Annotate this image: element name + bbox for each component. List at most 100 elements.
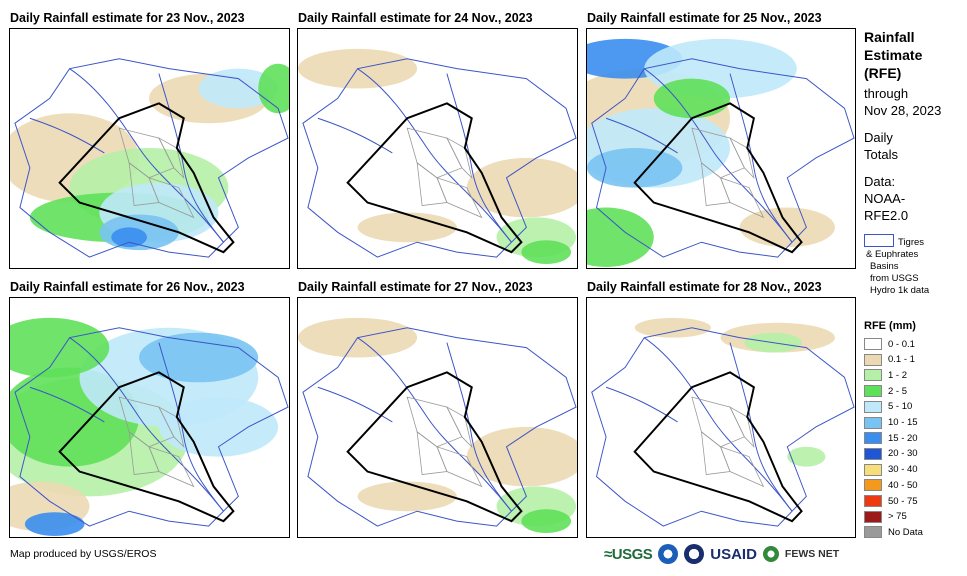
basin-boundary — [14, 58, 289, 258]
daily-label: Daily — [864, 130, 893, 145]
legend-label: 40 - 50 — [888, 479, 918, 491]
rainfall-area — [521, 240, 572, 265]
legend-swatch — [864, 369, 882, 382]
legend-label: 15 - 20 — [888, 432, 918, 444]
map-canvas — [298, 317, 577, 534]
panel-title-3: Daily Rainfall estimate for 25 Nov., 202… — [587, 11, 822, 25]
province-boundary — [729, 137, 755, 180]
legend-label: 5 - 10 — [888, 401, 913, 413]
basin-line-5: Hydro 1k data — [870, 285, 930, 296]
rainfall-area — [111, 227, 148, 248]
panel-title-2: Daily Rainfall estimate for 24 Nov., 202… — [298, 11, 533, 25]
legend-label: 20 - 30 — [888, 448, 918, 460]
totals-label: Totals — [864, 147, 898, 162]
river — [69, 337, 224, 512]
map-credit: Map produced by USGS/EROS — [10, 548, 157, 560]
country-boundary — [633, 371, 803, 523]
legend-label: > 75 — [888, 511, 907, 523]
map-canvas — [10, 317, 289, 537]
province-boundary — [719, 177, 765, 219]
fews-net-logo: FEWS NET — [784, 548, 840, 560]
legend-item: No Data — [864, 525, 923, 539]
rainfall-area — [258, 63, 289, 114]
rainfall-area — [587, 207, 654, 267]
rainfall-map-5 — [297, 297, 578, 538]
rainfall-map-1 — [9, 28, 290, 269]
river — [317, 386, 393, 423]
river — [29, 117, 105, 154]
rainfall-area — [653, 78, 731, 119]
through-label: through — [864, 86, 909, 101]
rainfall-area — [357, 481, 457, 512]
panel-title-5: Daily Rainfall estimate for 27 Nov., 202… — [298, 280, 533, 294]
legend-item: 2 - 5 — [864, 384, 907, 398]
logo-strip: ≈USGS USAID FEWS NET — [604, 543, 839, 565]
province-boundary — [719, 446, 765, 488]
legend-swatch — [864, 510, 882, 523]
province-boundary — [148, 177, 195, 219]
river — [69, 68, 224, 243]
river — [357, 68, 512, 243]
rainfall-map-2 — [297, 28, 578, 269]
province-boundary — [691, 396, 745, 448]
river — [357, 337, 512, 512]
province-boundary — [148, 446, 195, 488]
rainfall-area — [587, 148, 683, 188]
legend-item: 0.1 - 1 — [864, 353, 915, 367]
rainfall-area — [521, 509, 572, 534]
river — [729, 342, 793, 512]
rainfall-map-3 — [586, 28, 856, 269]
panel-title-4: Daily Rainfall estimate for 26 Nov., 202… — [10, 280, 245, 294]
country-boundary — [58, 371, 235, 523]
river — [29, 386, 105, 423]
basin-boundary — [302, 58, 577, 258]
province-boundary — [158, 137, 185, 180]
rainfall-area — [24, 512, 85, 537]
province-boundary — [446, 137, 473, 180]
legend-item: 10 - 15 — [864, 416, 918, 430]
legend-swatch — [864, 353, 882, 366]
province-boundary — [118, 127, 175, 179]
rainfall-area — [466, 426, 577, 487]
map-canvas — [591, 317, 855, 527]
legend-item: 15 - 20 — [864, 431, 918, 445]
usaid-logo: USAID — [710, 545, 757, 563]
province-boundary — [118, 396, 175, 448]
basin-boundary — [591, 327, 855, 527]
river — [446, 73, 512, 243]
basin-line-4: from USGS — [870, 273, 919, 284]
legend-swatch — [864, 338, 882, 350]
map-canvas — [587, 38, 855, 267]
legend-label: 50 - 75 — [888, 495, 918, 507]
rainfall-area — [139, 332, 259, 383]
legend-swatch — [864, 479, 882, 492]
title-line-1: Rainfall — [864, 29, 915, 45]
usgs-logo: ≈USGS — [604, 545, 653, 563]
legend-item: 0 - 0.1 — [864, 337, 915, 351]
river — [729, 73, 793, 243]
rainfall-area — [198, 68, 279, 109]
rainfall-map-4 — [9, 297, 290, 538]
rainfall-area — [787, 446, 826, 467]
province-boundary — [436, 177, 483, 219]
legend-item: > 75 — [864, 510, 907, 524]
river — [317, 117, 393, 154]
legend-label: 1 - 2 — [888, 369, 908, 381]
data-source-1: NOAA- — [864, 191, 906, 206]
legend-label: 30 - 40 — [888, 464, 918, 476]
legend-item: 30 - 40 — [864, 463, 918, 477]
legend-swatch — [864, 432, 882, 445]
province-boundary — [416, 431, 448, 475]
rainfall-area — [158, 397, 279, 457]
province-boundary — [436, 446, 483, 488]
river — [158, 342, 224, 512]
legend-swatch — [864, 400, 882, 413]
basin-line-3: Basins — [870, 261, 899, 272]
river — [643, 337, 793, 512]
rainfall-area — [634, 317, 711, 338]
legend-swatch — [864, 495, 882, 507]
rainfall-area — [466, 157, 577, 218]
through-date: Nov 28, 2023 — [864, 103, 942, 118]
basin-boundary — [302, 327, 577, 527]
map-canvas — [298, 48, 577, 265]
